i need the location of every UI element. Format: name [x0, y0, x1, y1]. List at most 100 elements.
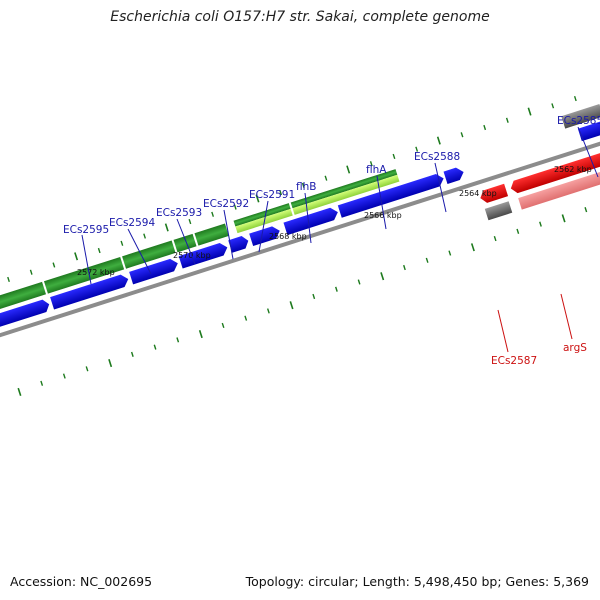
- tick-mark: [17, 387, 22, 397]
- tick-mark: [279, 190, 283, 196]
- tick-mark: [448, 250, 452, 256]
- label-ECs2587: ECs2587: [491, 355, 537, 367]
- forward-gene-labels: ECs2595 ECs2594 ECs2593 ECs2592 ECs2591 …: [63, 115, 600, 236]
- tick-mark: [392, 153, 396, 160]
- cds-ECs2595: [0, 299, 50, 334]
- tick-mark: [369, 161, 373, 167]
- pseudo-ECs2587: [484, 201, 513, 221]
- tick-row-upper: [7, 95, 577, 283]
- cds-flhB: [283, 207, 338, 236]
- tick-mark: [52, 262, 56, 268]
- tick-mark: [176, 337, 180, 343]
- forward-leader-lines: [81, 126, 599, 285]
- tick-mark: [403, 264, 406, 271]
- genome-title: Escherichia coli O157:H7 str. Sakai, com…: [110, 9, 490, 25]
- tick-mark: [143, 233, 147, 239]
- tick-mark: [561, 214, 566, 223]
- tick-mark: [289, 301, 294, 310]
- tick-mark: [505, 117, 509, 123]
- tick-mark: [211, 211, 215, 217]
- tick-label-2564: 2564 kbp: [459, 189, 497, 198]
- tick-mark: [335, 286, 338, 292]
- accession-text: Accession: NC_002695: [10, 574, 153, 589]
- forward-cds-track: [0, 120, 600, 334]
- leader-ECs2588: [434, 162, 447, 213]
- tick-mark: [527, 107, 532, 116]
- pseudo-ECs2585: [561, 104, 600, 129]
- tick-label-2568: 2568 kbp: [269, 232, 307, 241]
- gene-flhA-light: [292, 174, 400, 215]
- gene-ECs2594: [43, 256, 125, 294]
- tick-label-2572: 2572 kbp: [77, 268, 115, 277]
- cds-ECs2585: [577, 120, 600, 142]
- tick-mark: [516, 228, 520, 234]
- tick-mark: [244, 315, 248, 321]
- tick-mark: [198, 330, 203, 339]
- tick-mark: [346, 165, 351, 174]
- tick-mark: [460, 132, 464, 138]
- tick-mark: [74, 252, 79, 261]
- reverse-leader-lines: [497, 293, 573, 353]
- gene-flhB: [233, 203, 291, 227]
- tick-mark: [62, 373, 66, 379]
- forward-gene-track: [0, 169, 400, 318]
- tick-mark: [188, 218, 192, 225]
- tick-mark: [493, 235, 497, 242]
- leader-ECs2594: [127, 228, 152, 275]
- label-ECs2592: ECs2592: [203, 198, 249, 210]
- gene-ECs2593: [122, 240, 176, 269]
- tick-mark: [40, 380, 44, 386]
- leader-flhA: [376, 175, 387, 230]
- topology-text: Topology: circular; Length: 5,498,450 bp…: [245, 574, 589, 589]
- leader-ECs2593: [176, 218, 196, 265]
- tick-mark: [120, 240, 124, 246]
- reverse-gene-track: [484, 104, 600, 221]
- tick-label-2566: 2566 kbp: [364, 211, 402, 220]
- tick-mark: [470, 243, 475, 252]
- leader-ECs2592: [223, 209, 234, 260]
- label-ECs2588: ECs2588: [414, 151, 460, 163]
- leader-ECs2587: [497, 309, 509, 353]
- tick-mark: [164, 223, 169, 232]
- tick-mark: [97, 247, 101, 254]
- tick-mark: [130, 351, 134, 357]
- tick-label-2562: 2562 kbp: [554, 165, 592, 174]
- gene-argS: [518, 165, 600, 210]
- cds-flhA: [337, 174, 444, 218]
- tick-mark: [221, 322, 225, 329]
- cds-ECs2591a: [228, 236, 249, 253]
- cds-ECs2588: [443, 167, 464, 184]
- genome-backbone: [0, 132, 600, 343]
- tick-mark: [380, 272, 385, 281]
- label-flhB: flhB: [296, 181, 316, 193]
- gene-ECs2592: [173, 233, 197, 253]
- tick-mark: [85, 366, 89, 372]
- tick-mark: [233, 204, 237, 210]
- leader-argS: [560, 293, 573, 340]
- gene-flhA: [290, 169, 398, 209]
- tick-mark: [425, 257, 429, 263]
- tick-mark: [301, 182, 305, 188]
- tick-mark: [584, 207, 588, 213]
- tick-mark: [312, 293, 316, 300]
- leader-flhB: [304, 192, 312, 244]
- cds-ECs2593: [129, 258, 178, 285]
- leader-ECs2595: [81, 234, 92, 285]
- tick-mark: [551, 103, 555, 109]
- tick-mark: [29, 269, 33, 275]
- tick-mark: [357, 279, 361, 285]
- tick-mark: [153, 344, 157, 350]
- gene-ECs2591: [194, 223, 229, 246]
- tick-mark: [7, 276, 10, 283]
- tick-row-lower: [17, 207, 588, 397]
- tick-mark: [108, 358, 113, 368]
- label-ECs2593: ECs2593: [156, 207, 202, 219]
- tick-mark: [483, 124, 487, 131]
- tick-mark: [266, 308, 270, 314]
- tick-mark: [539, 221, 542, 227]
- leader-ECs2585: [577, 126, 599, 178]
- reverse-gene-labels: ECs2587 argS: [491, 342, 587, 367]
- cds-ECs2587: [480, 183, 509, 203]
- label-ECs2595: ECs2595: [63, 224, 109, 236]
